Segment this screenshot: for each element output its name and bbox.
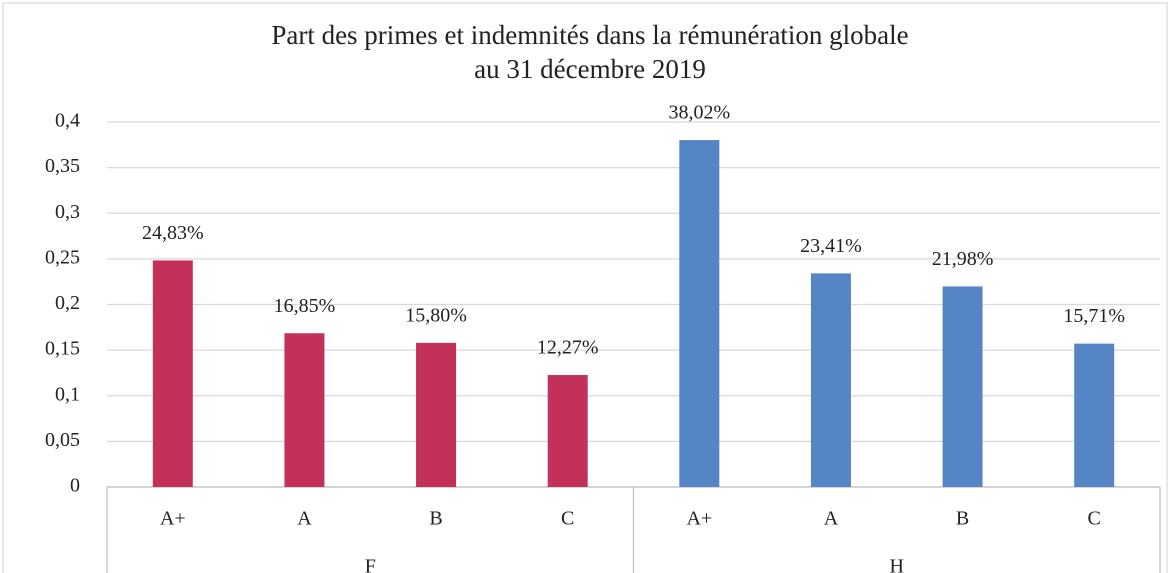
data-label: 21,98% bbox=[932, 248, 994, 270]
group-label: H bbox=[890, 556, 904, 573]
bar bbox=[942, 286, 983, 487]
y-tick-label: 0,35 bbox=[45, 155, 80, 177]
x-tick-label: A+ bbox=[686, 508, 712, 530]
y-tick-label: 0,4 bbox=[55, 110, 80, 132]
x-tick-label: A bbox=[824, 508, 839, 530]
y-tick-label: 0,25 bbox=[45, 246, 80, 268]
x-tick-label: A bbox=[297, 508, 312, 530]
x-tick-label: C bbox=[561, 508, 574, 530]
bar bbox=[416, 342, 457, 487]
y-tick-label: 0,15 bbox=[45, 338, 80, 360]
y-tick-label: 0,3 bbox=[55, 201, 80, 223]
bar bbox=[1074, 343, 1115, 487]
bar bbox=[547, 375, 588, 487]
data-label: 23,41% bbox=[800, 235, 862, 257]
y-tick-label: 0,2 bbox=[55, 292, 80, 314]
data-label: 24,83% bbox=[142, 222, 204, 244]
chart-subtitle: au 31 décembre 2019 bbox=[474, 54, 706, 84]
data-label: 16,85% bbox=[274, 295, 336, 317]
y-tick-label: 0,1 bbox=[55, 383, 80, 405]
bar bbox=[284, 333, 325, 487]
y-tick-label: 0,05 bbox=[45, 429, 80, 451]
x-tick-label: B bbox=[429, 508, 442, 530]
y-tick-label: 0 bbox=[70, 475, 80, 497]
bar bbox=[152, 260, 193, 487]
x-tick-label: A+ bbox=[160, 508, 186, 530]
data-label: 12,27% bbox=[537, 337, 599, 359]
data-label: 15,80% bbox=[405, 304, 467, 326]
bar bbox=[810, 273, 851, 487]
chart-title: Part des primes et indemnités dans la ré… bbox=[271, 20, 908, 50]
group-label: F bbox=[365, 556, 376, 573]
x-tick-label: B bbox=[956, 508, 969, 530]
x-tick-label: C bbox=[1088, 508, 1101, 530]
data-label: 38,02% bbox=[668, 102, 730, 124]
bar bbox=[679, 140, 720, 487]
data-label: 15,71% bbox=[1063, 305, 1125, 327]
